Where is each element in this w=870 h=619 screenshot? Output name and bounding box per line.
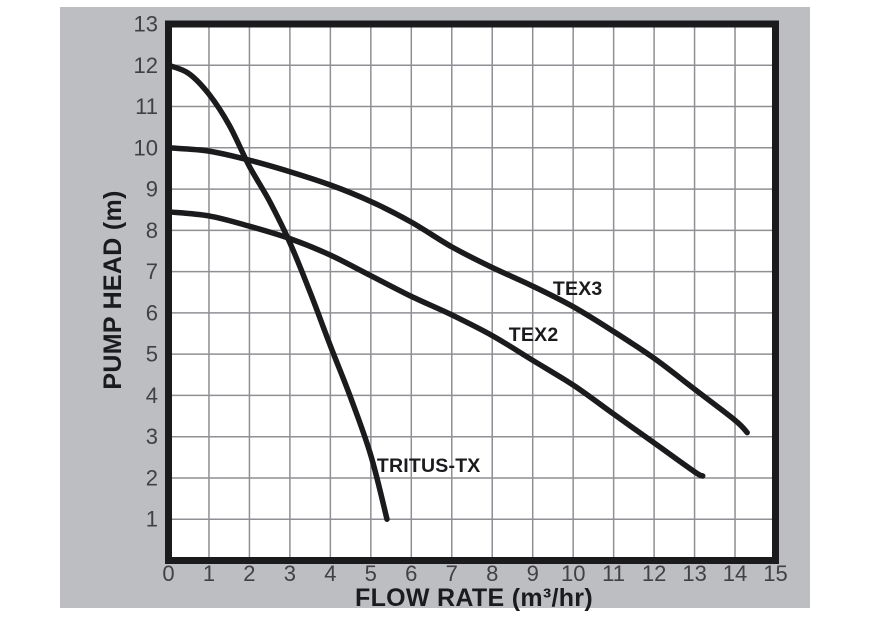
y-tick-label: 11	[135, 94, 158, 119]
y-axis-title: PUMP HEAD (m)	[99, 190, 127, 389]
y-tick-label: 2	[146, 466, 158, 491]
y-tick-label: 8	[146, 218, 158, 243]
curve-tex3	[165, 145, 750, 436]
y-tick-label: 12	[134, 53, 158, 78]
y-tick-label: 6	[146, 300, 158, 325]
x-axis-title: FLOW RATE (m³/hr)	[355, 584, 593, 612]
x-tick-label: 14	[723, 561, 747, 586]
x-tick-label: 9	[527, 561, 539, 586]
x-tick-label: 11	[602, 561, 625, 586]
y-tick-label: 10	[134, 135, 158, 160]
x-tick-label: 13	[682, 561, 706, 586]
curve-label-tex2: TEX2	[509, 324, 559, 346]
x-tick-label: 12	[642, 561, 666, 586]
y-tick-label: 5	[146, 342, 158, 367]
plot-border	[165, 20, 779, 564]
y-tick-label: 9	[146, 177, 158, 202]
x-tick-label: 5	[365, 561, 377, 586]
x-tick-label: 6	[405, 561, 417, 586]
curve-labels: TRITUS-TX TEX2 TEX3	[377, 278, 603, 477]
y-tick-label: 7	[146, 259, 158, 284]
curves	[165, 62, 750, 522]
plot-background	[168, 24, 776, 561]
y-tick-label: 4	[146, 383, 158, 408]
curve-label-tex3: TEX3	[553, 278, 603, 300]
x-tick-label: 2	[243, 561, 255, 586]
x-tick-label: 10	[561, 561, 585, 586]
gridlines	[168, 24, 776, 561]
y-tick-label: 1	[146, 507, 158, 532]
x-tick-label: 8	[486, 561, 498, 586]
y-tick-label: 3	[146, 424, 158, 449]
x-tick-label: 7	[446, 561, 458, 586]
x-tick-label: 0	[162, 561, 174, 586]
x-tick-label: 3	[284, 561, 296, 586]
y-tick-label: 13	[134, 12, 158, 37]
curve-tex2	[165, 209, 706, 479]
curve-tritus-tx	[165, 62, 390, 522]
x-tick-labels: 0 1 2 3 4 5 6 7 8 9 10 11 12 13 14 15	[162, 561, 787, 586]
x-tick-label: 15	[763, 561, 787, 586]
x-tick-label: 1	[203, 561, 215, 586]
curve-label-tritus-tx: TRITUS-TX	[377, 455, 481, 477]
x-tick-label: 4	[324, 561, 336, 586]
